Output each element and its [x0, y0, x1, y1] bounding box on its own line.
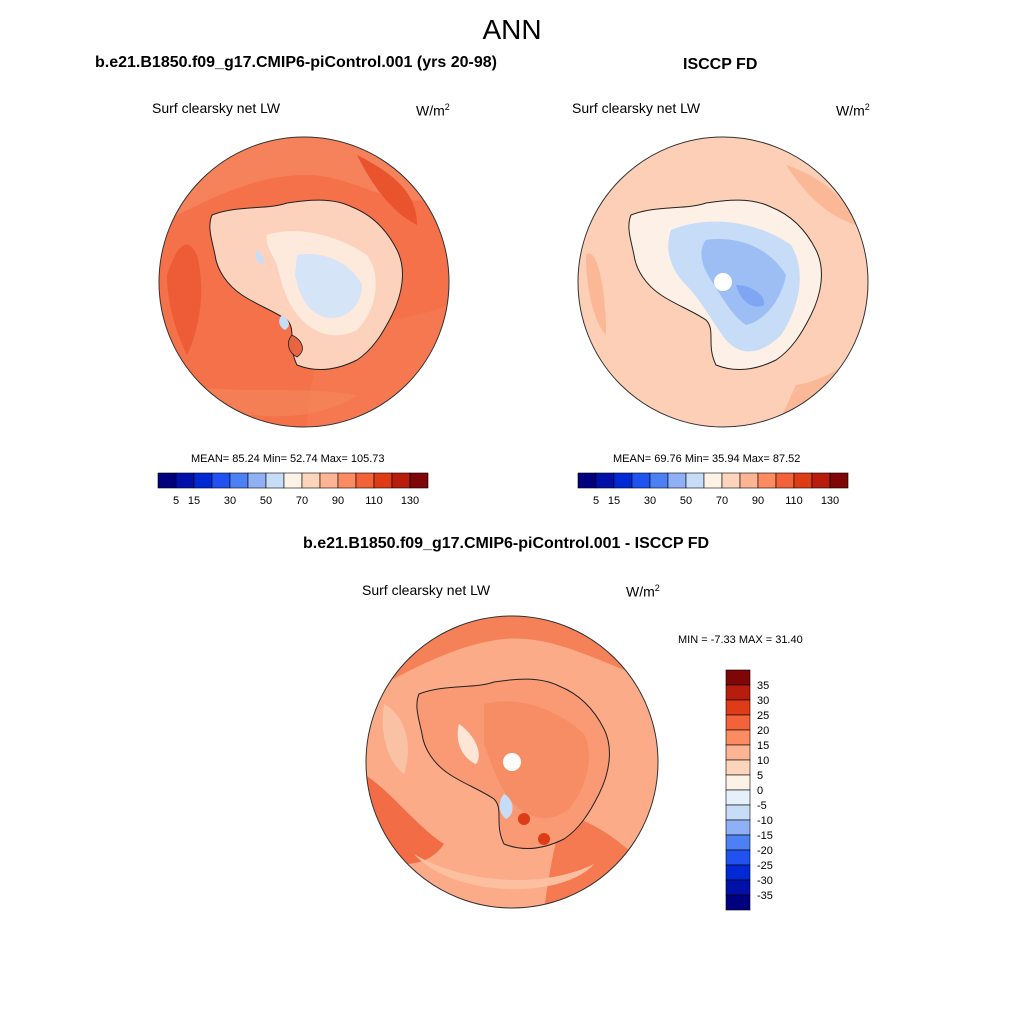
colorbar-box	[725, 759, 751, 776]
panel-2-stats: MEAN= 69.76 Min= 35.94 Max= 87.52	[613, 453, 801, 465]
colorbar-box	[725, 804, 751, 821]
colorbar-tick-label: 30	[224, 495, 236, 507]
colorbar-box	[649, 472, 669, 489]
panel-3-variable: Surf clearsky net LW	[362, 582, 491, 598]
colorbar-tick-label: 5	[757, 770, 763, 782]
colorbar-box	[193, 472, 213, 489]
colorbar-tick-label: 15	[188, 495, 200, 507]
colorbar-tick-label: 90	[752, 495, 764, 507]
colorbar-tick-label: 130	[401, 495, 419, 507]
colorbar-box	[157, 472, 177, 489]
colorbar-tick-label: 70	[716, 495, 728, 507]
panel-1-variable: Surf clearsky net LW	[152, 100, 281, 116]
colorbar-box	[725, 819, 751, 836]
colorbar-box	[283, 472, 303, 489]
colorbar-obs: 5 15 30 50 70 90 110 130	[577, 472, 849, 507]
colorbar-tick-label: 15	[608, 495, 620, 507]
colorbar-box	[685, 472, 705, 489]
colorbar-tick-label: 35	[757, 680, 769, 692]
map-model	[158, 136, 450, 428]
colorbar-box	[265, 472, 285, 489]
colorbar-tick-label: 5	[593, 495, 599, 507]
colorbar-tick-label: -10	[757, 815, 773, 827]
colorbar-box	[595, 472, 615, 489]
colorbar-tick-label: -35	[757, 890, 773, 902]
map-difference	[365, 615, 659, 909]
panel-2-title: ISCCP FD	[683, 56, 758, 73]
colorbar-tick-label: 110	[785, 495, 803, 507]
colorbar-tick-label: -15	[757, 830, 773, 842]
colorbar-tick-label: 70	[296, 495, 308, 507]
colorbar-tick-label: 110	[365, 495, 383, 507]
colorbar-tick-label: -20	[757, 845, 773, 857]
colorbar-box	[725, 669, 751, 686]
colorbar-box	[721, 472, 741, 489]
colorbar-box	[613, 472, 633, 489]
colorbar-box	[757, 472, 777, 489]
colorbar-tick-label: 50	[260, 495, 272, 507]
panel-1-units: W/m2	[416, 102, 450, 119]
panel-1-title: b.e21.B1850.f09_g17.CMIP6-piControl.001 …	[95, 54, 497, 71]
colorbar-box	[725, 729, 751, 746]
colorbar-box	[409, 472, 429, 489]
colorbar-box	[725, 774, 751, 791]
colorbar-tick-label: 0	[757, 785, 763, 797]
colorbar-box	[739, 472, 759, 489]
main-title: ANN	[482, 14, 542, 45]
colorbar-box	[725, 684, 751, 701]
colorbar-box	[725, 894, 751, 911]
colorbar-box	[811, 472, 831, 489]
colorbar-box	[391, 472, 411, 489]
colorbar-box	[725, 744, 751, 761]
colorbar-tick-label: -30	[757, 875, 773, 887]
colorbar-tick-label: 90	[332, 495, 344, 507]
colorbar-box	[725, 699, 751, 716]
colorbar-box	[725, 834, 751, 851]
colorbar-box	[829, 472, 849, 489]
colorbar-model: 5 15 30 50 70 90 110 130	[157, 472, 429, 507]
colorbar-box	[793, 472, 813, 489]
colorbar-tick-label: 20	[757, 725, 769, 737]
panel-1-stats: MEAN= 85.24 Min= 52.74 Max= 105.73	[191, 453, 385, 465]
colorbar-box	[725, 879, 751, 896]
colorbar-box	[373, 472, 393, 489]
colorbar-difference: 35 30 25 20 15 10 5 0 -5 -10 -15 -20 -25 -30 -35	[725, 669, 773, 911]
colorbar-tick-label: 30	[644, 495, 656, 507]
colorbar-box	[175, 472, 195, 489]
colorbar-tick-label: 130	[821, 495, 839, 507]
colorbar-tick-label: 15	[757, 740, 769, 752]
colorbar-box	[355, 472, 375, 489]
colorbar-tick-label: -5	[757, 800, 767, 812]
panel-2-variable: Surf clearsky net LW	[572, 100, 701, 116]
map-obs	[577, 136, 869, 428]
panel-3-stats: MIN = -7.33 MAX = 31.40	[678, 634, 803, 646]
colorbar-tick-label: 50	[680, 495, 692, 507]
panel-3-units: W/m2	[626, 583, 660, 600]
colorbar-box	[337, 472, 357, 489]
colorbar-box	[301, 472, 321, 489]
colorbar-box	[577, 472, 597, 489]
colorbar-box	[667, 472, 687, 489]
panel-3-title: b.e21.B1850.f09_g17.CMIP6-piControl.001 …	[303, 535, 710, 552]
colorbar-tick-label: -25	[757, 860, 773, 872]
colorbar-box	[725, 789, 751, 806]
colorbar-box	[247, 472, 267, 489]
colorbar-tick-label: 25	[757, 710, 769, 722]
colorbar-tick-label: 5	[173, 495, 179, 507]
colorbar-box	[319, 472, 339, 489]
colorbar-box	[211, 472, 231, 489]
colorbar-box	[725, 864, 751, 881]
panel-2-units: W/m2	[836, 102, 870, 119]
colorbar-box	[725, 714, 751, 731]
colorbar-box	[703, 472, 723, 489]
colorbar-box	[725, 849, 751, 866]
colorbar-box	[631, 472, 651, 489]
colorbar-tick-label: 30	[757, 695, 769, 707]
colorbar-box	[775, 472, 795, 489]
colorbar-box	[229, 472, 249, 489]
colorbar-tick-label: 10	[757, 755, 769, 767]
